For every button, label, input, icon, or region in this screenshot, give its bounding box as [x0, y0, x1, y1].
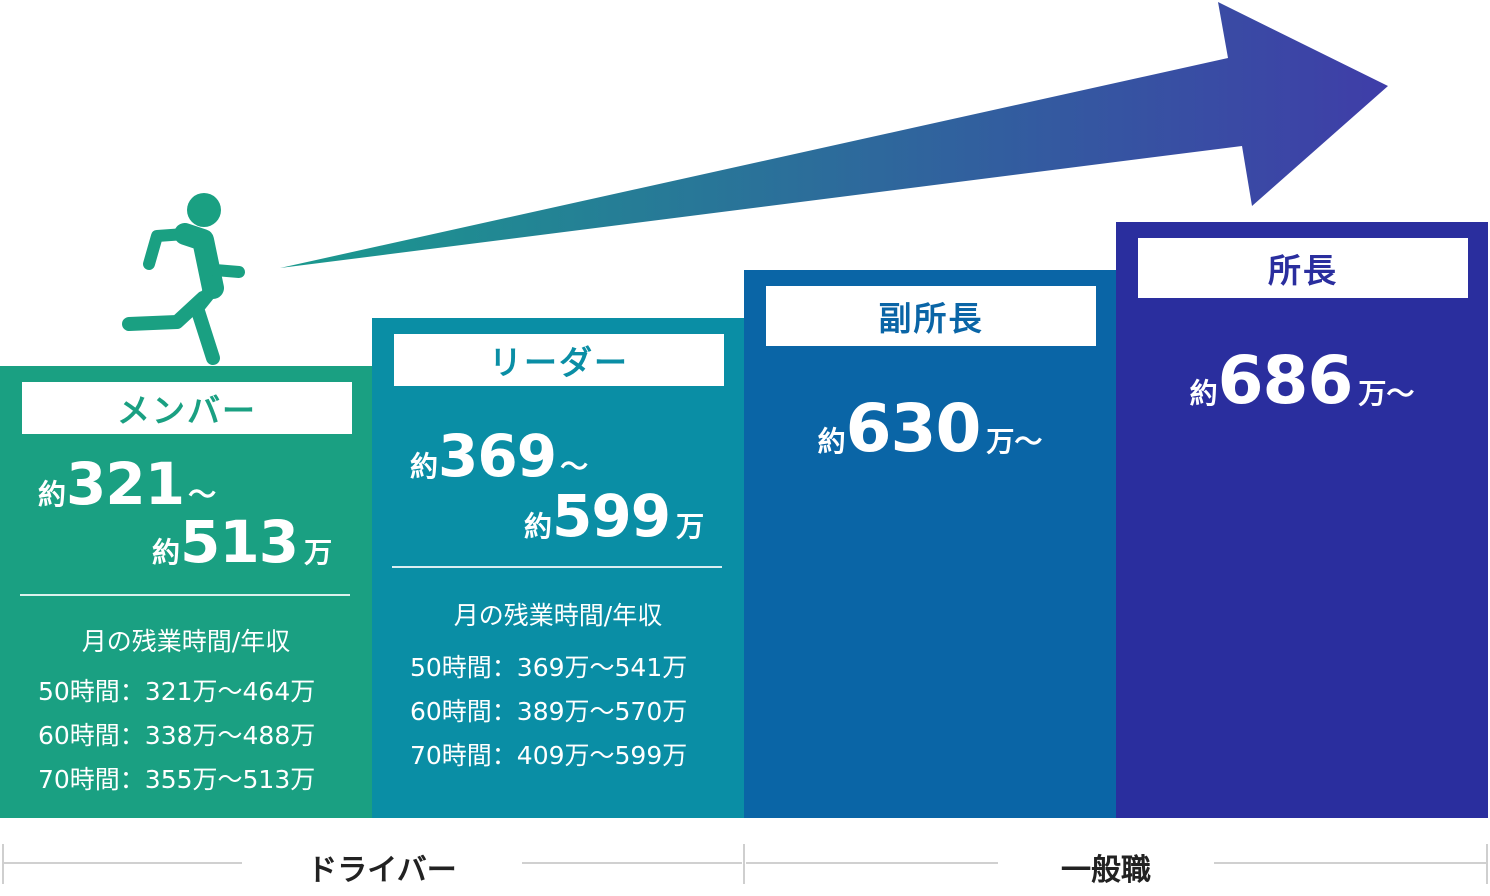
- vice-director-salary: 約630 万〜: [744, 390, 1116, 467]
- director-salary: 約686 万〜: [1116, 342, 1488, 419]
- leader-note-row-3: 70時間：409万〜599万: [410, 741, 688, 770]
- general-ruler-right: [1214, 862, 1486, 864]
- director-unit: 万〜: [1358, 377, 1415, 410]
- leader-range-start: 約369 〜: [410, 422, 588, 490]
- step-director: 所長 約686 万〜: [1116, 222, 1488, 818]
- member-prefix-1: 約: [38, 478, 67, 511]
- member-divider: [20, 594, 350, 596]
- vice-director-unit: 万〜: [986, 425, 1043, 458]
- member-range-start: 約321 〜: [38, 450, 216, 518]
- leader-unit-2: 万: [676, 510, 705, 543]
- ruler-tick-middle: [743, 844, 745, 884]
- leader-value-1: 369: [438, 422, 557, 490]
- member-tilde-1: 〜: [188, 478, 217, 511]
- leader-range-end: 約599 万: [524, 482, 704, 550]
- general-ruler-left: [746, 862, 998, 864]
- member-title: メンバー: [22, 382, 352, 434]
- vice-director-value: 630: [845, 390, 982, 467]
- driver-ruler-right: [522, 862, 742, 864]
- step-member: メンバー 約321 〜 約513 万 月の残業時間/年収 50時間：321万〜464…: [0, 366, 372, 818]
- member-note-row-1: 50時間：321万〜464万: [38, 677, 316, 706]
- leader-note-row-1: 50時間：369万〜541万: [410, 653, 688, 682]
- vice-director-title: 副所長: [766, 286, 1096, 346]
- leader-tilde-1: 〜: [560, 450, 589, 483]
- leader-title: リーダー: [394, 334, 724, 386]
- leader-prefix-1: 約: [410, 450, 439, 483]
- running-person-icon: [122, 193, 245, 365]
- leader-note-heading: 月の残業時間/年収: [453, 601, 663, 630]
- member-note-row-2: 60時間：338万〜488万: [38, 721, 316, 750]
- step-vice-director: 副所長 約630 万〜: [744, 270, 1116, 818]
- up-right-arrow-icon: [280, 2, 1388, 268]
- leader-note-row-2: 60時間：389万〜570万: [410, 697, 688, 726]
- growth-arrow: [280, 2, 1388, 268]
- director-title: 所長: [1138, 238, 1468, 298]
- director-value: 686: [1217, 342, 1354, 419]
- member-value-2: 513: [180, 508, 299, 576]
- director-prefix: 約: [1189, 377, 1218, 410]
- member-range-end: 約513 万: [152, 508, 332, 576]
- leader-value-2: 599: [552, 482, 671, 550]
- member-note-heading: 月の残業時間/年収: [81, 627, 291, 656]
- step-leader: リーダー 約369 〜 約599 万 月の残業時間/年収 50時間：369万〜541…: [372, 318, 744, 818]
- ruler-tick-left: [2, 844, 4, 884]
- member-value-1: 321: [66, 450, 185, 518]
- leader-divider: [392, 566, 722, 568]
- member-prefix-2: 約: [152, 536, 181, 569]
- ruler-tick-right: [1486, 844, 1488, 884]
- category-driver: ドライバー: [307, 853, 457, 888]
- member-unit-2: 万: [304, 536, 333, 569]
- category-general: 一般職: [1061, 853, 1151, 888]
- vice-director-prefix: 約: [817, 425, 846, 458]
- leader-prefix-2: 約: [524, 510, 553, 543]
- member-note-row-3: 70時間：355万〜513万: [38, 765, 316, 794]
- driver-ruler-left: [4, 862, 242, 864]
